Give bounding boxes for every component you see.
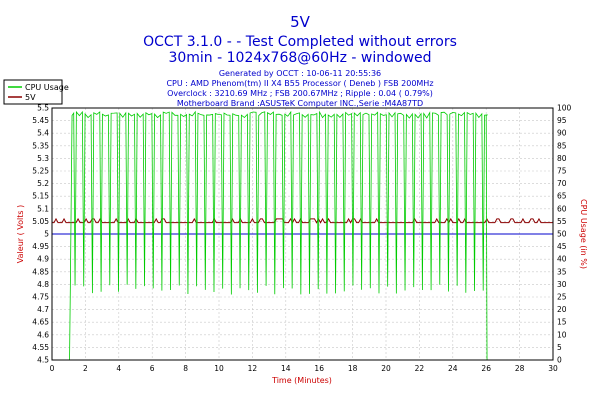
y-right-tick-label: 100: [557, 104, 572, 113]
y-right-tick-label: 80: [557, 154, 567, 163]
y-right-tick-label: 35: [557, 267, 567, 276]
y-right-tick-label: 0: [557, 356, 562, 365]
y-right-tick-label: 85: [557, 141, 567, 150]
series-cpu-usage-line: [52, 110, 553, 361]
y-left-tick-label: 5.5: [37, 104, 49, 113]
y-left-tick-label: 4.7: [37, 305, 49, 314]
y-left-tick-label: 5.4: [37, 129, 49, 138]
y-right-tick-label: 30: [557, 280, 567, 289]
y-axis-label-right: CPU Usage (in %): [579, 199, 588, 269]
y-right-tick-label: 25: [557, 293, 567, 302]
x-tick-label: 30: [548, 364, 558, 373]
y-right-tick-label: 65: [557, 192, 567, 201]
y-right-tick-label: 95: [557, 116, 567, 125]
tick-labels: 0 2 4 6 8 10 12 14 16 18 20 22 24 26 28 304.54.554.64.6…: [32, 104, 571, 374]
x-tick-label: 14: [281, 364, 291, 373]
info-line-cpu: CPU : AMD Phenom(tm) II X4 B55 Processor…: [166, 79, 433, 88]
x-tick-label: 8: [183, 364, 188, 373]
chart-subtitle-line-1: OCCT 3.1.0 - - Test Completed without er…: [143, 34, 457, 50]
y-right-tick-label: 5: [557, 343, 562, 352]
y-left-tick-label: 4.85: [32, 267, 49, 276]
y-right-tick-label: 20: [557, 305, 567, 314]
y-right-tick-label: 75: [557, 167, 567, 176]
info-line-motherboard: Motherboard Brand :ASUSTeK Computer INC.…: [177, 99, 423, 108]
y-right-tick-label: 10: [557, 330, 567, 339]
legend-label-cpu-usage: CPU Usage: [25, 83, 69, 92]
x-tick-label: 4: [116, 364, 121, 373]
y-left-tick-label: 5.2: [37, 179, 49, 188]
x-tick-label: 0: [50, 364, 55, 373]
y-left-tick-label: 4.5: [37, 356, 49, 365]
y-right-tick-label: 15: [557, 318, 567, 327]
x-tick-label: 16: [314, 364, 324, 373]
x-tick-label: 26: [481, 364, 491, 373]
y-right-tick-label: 60: [557, 204, 567, 213]
y-left-tick-label: 4.6: [37, 330, 49, 339]
y-left-tick-label: 5.35: [32, 141, 49, 150]
y-left-tick-label: 5: [44, 230, 49, 239]
y-left-tick-label: 5.1: [37, 204, 49, 213]
y-left-tick-label: 5.25: [32, 167, 49, 176]
y-left-tick-label: 4.65: [32, 318, 49, 327]
info-line-overclock: Overclock : 3210.69 MHz ; FSB 200.67MHz …: [167, 89, 433, 98]
x-tick-label: 10: [214, 364, 224, 373]
legend-label-5v: 5V: [25, 93, 36, 102]
x-tick-label: 24: [448, 364, 458, 373]
y-right-tick-label: 50: [557, 230, 567, 239]
x-tick-label: 28: [515, 364, 525, 373]
y-left-tick-label: 4.55: [32, 343, 49, 352]
x-tick-label: 18: [348, 364, 358, 373]
x-axis-label: Time (Minutes): [271, 376, 332, 385]
info-line-generated: Generated by OCCT : 10-06-11 20:55:36: [219, 69, 381, 78]
y-right-tick-label: 40: [557, 255, 567, 264]
legend: CPU Usage 5V: [3, 79, 69, 105]
y-left-tick-label: 4.95: [32, 242, 49, 251]
y-left-tick-label: 4.8: [37, 280, 49, 289]
chart-subtitle-line-2: 30min - 1024x768@60Hz - windowed: [168, 50, 431, 66]
x-tick-label: 2: [83, 364, 88, 373]
x-tick-label: 22: [415, 364, 425, 373]
y-left-tick-label: 4.75: [32, 293, 49, 302]
y-left-tick-label: 5.45: [32, 116, 49, 125]
chart-title: 5V: [290, 13, 311, 31]
y-right-tick-label: 45: [557, 242, 567, 251]
series-layer: [52, 110, 553, 361]
x-tick-label: 6: [150, 364, 155, 373]
plot-frame: [51, 107, 554, 361]
y-right-tick-label: 70: [557, 179, 567, 188]
legend-box: [3, 79, 63, 105]
y-left-tick-label: 5.05: [32, 217, 49, 226]
y-right-tick-label: 90: [557, 129, 567, 138]
x-tick-label: 20: [381, 364, 391, 373]
x-tick-label: 12: [248, 364, 258, 373]
y-left-tick-label: 5.3: [37, 154, 49, 163]
y-left-tick-label: 5.15: [32, 192, 49, 201]
y-axis-label-left: Valeur ( Volts ): [16, 205, 25, 263]
y-left-tick-label: 4.9: [37, 255, 49, 264]
y-right-tick-label: 55: [557, 217, 567, 226]
